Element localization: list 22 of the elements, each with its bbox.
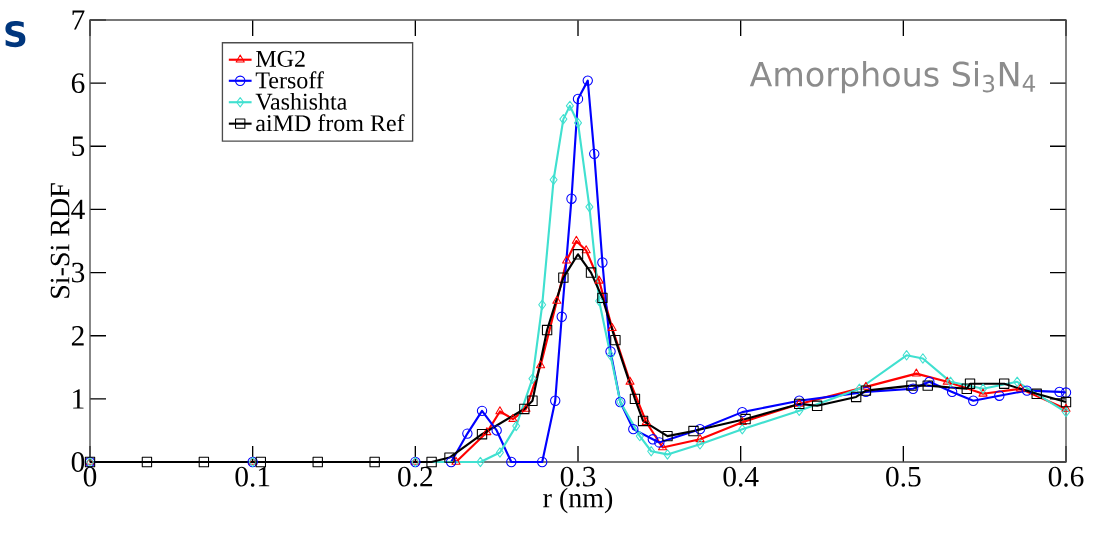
x-tick-label: 0.1 (235, 466, 270, 487)
legend-label: MG2 (256, 50, 305, 67)
annotation: Amorphous Si$_{3}$N$_{4}$ (749, 60, 1036, 94)
y-tick-label: 5 (72, 136, 85, 157)
x-tick-label: 0.5 (886, 466, 921, 487)
x-tick-label: 0.2 (398, 466, 433, 487)
y-tick-label: 6 (71, 73, 85, 94)
legend-label: Tersoff (255, 71, 324, 89)
x-axis-title: r (nm) (543, 487, 613, 514)
y-axis-title: Si-Si RDF (50, 183, 70, 298)
legend-label: aiMD from Ref (256, 114, 405, 132)
legend-label: Vashishta (255, 92, 348, 110)
text: S (5, 20, 26, 48)
x-tick-label: 0.6 (1048, 466, 1084, 487)
y-tick-label: 1 (73, 389, 84, 409)
y-tick-label: 3 (72, 262, 85, 283)
y-tick-label: 7 (72, 10, 85, 30)
y-tick-label: 4 (71, 199, 85, 220)
x-tick-label: 0.4 (723, 466, 759, 487)
y-tick-label: 2 (71, 326, 84, 346)
x-tick-label: 0.3 (560, 466, 596, 487)
y-tick-label: 0 (71, 452, 85, 472)
